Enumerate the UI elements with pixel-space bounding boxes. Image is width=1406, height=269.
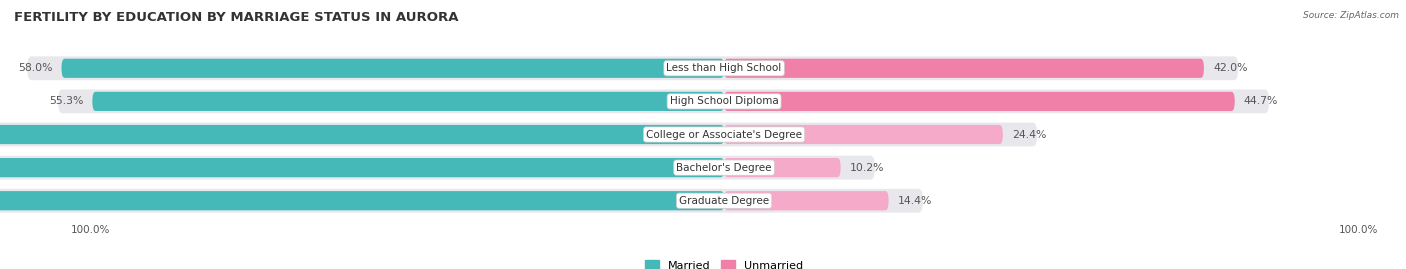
Text: High School Diploma: High School Diploma — [669, 96, 779, 107]
Text: Graduate Degree: Graduate Degree — [679, 196, 769, 206]
FancyBboxPatch shape — [0, 125, 724, 144]
Text: Source: ZipAtlas.com: Source: ZipAtlas.com — [1303, 11, 1399, 20]
Text: 24.4%: 24.4% — [1012, 129, 1046, 140]
FancyBboxPatch shape — [0, 191, 724, 210]
Text: FERTILITY BY EDUCATION BY MARRIAGE STATUS IN AURORA: FERTILITY BY EDUCATION BY MARRIAGE STATU… — [14, 11, 458, 24]
Text: 14.4%: 14.4% — [898, 196, 932, 206]
FancyBboxPatch shape — [724, 92, 1234, 111]
FancyBboxPatch shape — [58, 90, 1270, 113]
FancyBboxPatch shape — [93, 92, 724, 111]
Text: College or Associate's Degree: College or Associate's Degree — [647, 129, 801, 140]
Text: 42.0%: 42.0% — [1213, 63, 1247, 73]
FancyBboxPatch shape — [724, 125, 1002, 144]
FancyBboxPatch shape — [62, 59, 724, 78]
FancyBboxPatch shape — [724, 158, 841, 177]
FancyBboxPatch shape — [724, 191, 889, 210]
FancyBboxPatch shape — [724, 59, 1204, 78]
Text: 55.3%: 55.3% — [49, 96, 83, 107]
FancyBboxPatch shape — [0, 123, 1038, 146]
FancyBboxPatch shape — [0, 189, 922, 213]
Text: Less than High School: Less than High School — [666, 63, 782, 73]
Text: 44.7%: 44.7% — [1244, 96, 1278, 107]
Text: Bachelor's Degree: Bachelor's Degree — [676, 162, 772, 173]
Text: 58.0%: 58.0% — [18, 63, 52, 73]
FancyBboxPatch shape — [27, 56, 1239, 80]
Legend: Married, Unmarried: Married, Unmarried — [641, 256, 807, 269]
Text: 10.2%: 10.2% — [849, 162, 884, 173]
FancyBboxPatch shape — [0, 158, 724, 177]
FancyBboxPatch shape — [0, 156, 875, 179]
